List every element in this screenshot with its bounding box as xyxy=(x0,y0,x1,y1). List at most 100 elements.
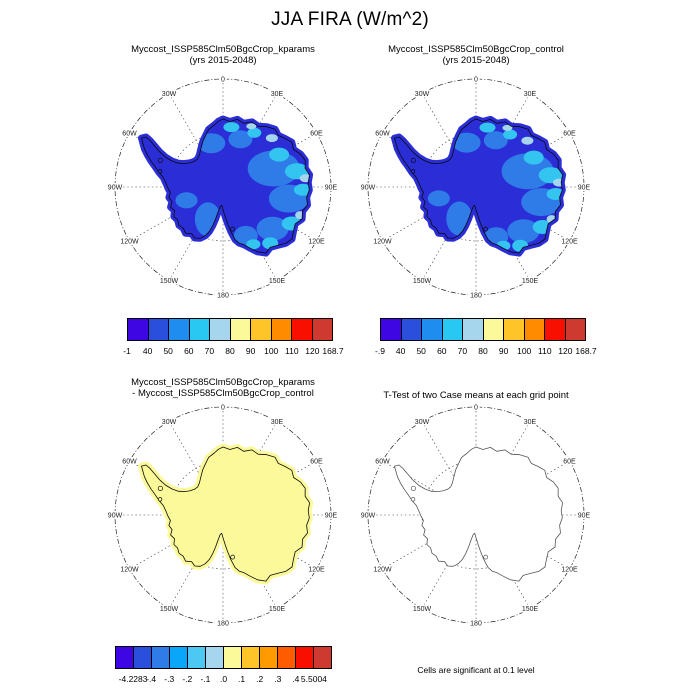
colorbar-tick-label: 168.7 xyxy=(322,346,344,356)
compass-label-bg xyxy=(106,511,124,519)
coastline xyxy=(394,446,563,582)
colorbar-tick-label: -.3 xyxy=(164,674,175,684)
compass-label-bg xyxy=(575,511,593,519)
panel-title-diff: Myccost_ISSP585Clm50BgcCrop_kparams - My… xyxy=(63,377,383,399)
compass-label-bg xyxy=(219,75,227,83)
field-patch xyxy=(452,132,481,153)
compass-label: 180 xyxy=(217,292,229,299)
compass-label-bg xyxy=(561,457,578,465)
island xyxy=(157,497,163,502)
colorbar-box xyxy=(545,319,566,340)
compass-label-bg xyxy=(266,276,288,285)
compass-label: 90W xyxy=(361,512,376,519)
colorbar-tick-label: 60 xyxy=(437,346,447,356)
map-diff: 0 30E 60E 90E 120E 150E 180 150W 120W 90W 60W 30W xyxy=(106,403,340,627)
field-patch xyxy=(223,122,240,133)
colorbar-tick-label: .1 xyxy=(238,674,246,684)
field-patch xyxy=(293,183,310,196)
compass-label-bg xyxy=(561,129,578,137)
compass-label-bg xyxy=(521,89,539,98)
island xyxy=(410,169,416,174)
field-patch xyxy=(521,136,534,145)
field-patch xyxy=(483,131,508,150)
field-patch xyxy=(175,192,198,209)
compass-label-bg xyxy=(308,129,325,137)
map-control: 0 30E 60E 90E 120E 150E 180 150W 120W 90W 60W 30W xyxy=(359,75,593,299)
compass-label: 180 xyxy=(470,620,482,627)
compass-label: 60E xyxy=(563,458,576,465)
panel-title-diff-line1: Myccost_ISSP585Clm50BgcCrop_kparams xyxy=(131,377,315,388)
compass-label: 150E xyxy=(269,606,286,613)
compass-label-bg xyxy=(306,565,327,573)
colorbar-boxes xyxy=(380,318,586,341)
compass-label-bg xyxy=(268,89,286,98)
compass-label: 120W xyxy=(120,238,139,245)
compass-label-bg xyxy=(559,565,580,573)
panel-title-diff-line2: - Myccost_ISSP585Clm50BgcCrop_control xyxy=(132,388,314,399)
colorbar-tick-label: .4 xyxy=(292,674,300,684)
colorbar-box xyxy=(188,647,206,668)
colorbar-tick-label: .2 xyxy=(256,674,264,684)
compass-label-bg xyxy=(467,291,485,299)
island xyxy=(483,554,489,560)
colorbar-box xyxy=(148,319,169,340)
compass-label-bg xyxy=(411,276,433,285)
coastline xyxy=(394,118,563,254)
compass-label-bg xyxy=(306,237,327,245)
field-patch xyxy=(479,122,496,133)
colorbar-box xyxy=(381,319,402,340)
compass-label-bg xyxy=(214,619,232,627)
compass-label-bg xyxy=(268,417,286,426)
compass-label: 150W xyxy=(160,278,179,285)
colorbar-tick-label: 100 xyxy=(517,346,532,356)
compass-label: 150W xyxy=(413,606,432,613)
compass-label: 150W xyxy=(160,606,179,613)
compass-label-bg xyxy=(219,403,227,411)
colorbar-tick-label: 80 xyxy=(478,346,488,356)
colorbar-box xyxy=(442,319,463,340)
colorbar-tick-label: -1 xyxy=(123,346,131,356)
colorbar-labels: -4.2283 -.4 -.3 -.2 -.1 .0 .1 .2 .3 .4 5.5004 xyxy=(115,674,332,685)
field-patch xyxy=(269,147,290,162)
compass-label-bg xyxy=(121,129,138,137)
compass-label: 150W xyxy=(413,278,432,285)
colorbar-box xyxy=(463,319,484,340)
compass-label: 120E xyxy=(308,566,325,573)
colorbar-box xyxy=(422,319,443,340)
field-patch xyxy=(507,219,540,244)
colorbar-box xyxy=(116,647,134,668)
compass-label: 180 xyxy=(217,620,229,627)
field-patch xyxy=(427,190,450,207)
colorbar-box xyxy=(206,647,224,668)
colorbar-box xyxy=(565,319,585,340)
compass-label-bg xyxy=(158,276,180,285)
colorbar-tick-label: .3 xyxy=(274,674,282,684)
compass-label: 30W xyxy=(162,419,177,426)
colorbar-box xyxy=(242,647,260,668)
compass-label: 30E xyxy=(271,419,284,426)
colorbar-labels: -.9 40 50 60 70 80 90 100 110 120 168.7 xyxy=(375,346,597,357)
colorbar-labels: -1 40 50 60 70 80 90 100 110 120 168.7 xyxy=(123,346,343,357)
island xyxy=(230,226,236,232)
colorbar-box xyxy=(312,319,332,340)
compass-label: 30E xyxy=(524,91,537,98)
field-patch xyxy=(246,239,261,250)
compass-label: 90E xyxy=(578,512,591,519)
colorbar-tick-label: 50 xyxy=(416,346,426,356)
colorbar-box xyxy=(271,319,292,340)
compass-label: 90E xyxy=(325,184,338,191)
panel-title-kparams-line1: Myccost_ISSP585Clm50BgcCrop_kparams xyxy=(131,44,315,55)
coastline xyxy=(141,446,310,582)
compass-label: 120W xyxy=(120,566,139,573)
map-kparams: 0 30E 60E 90E 120E 150E 180 150W 120W 90W 60W 30W xyxy=(106,75,340,299)
compass-label: 60W xyxy=(122,130,137,137)
compass-label-bg xyxy=(413,89,431,98)
compass-label-bg xyxy=(519,276,541,285)
colorbar-box xyxy=(152,647,170,668)
field-patch xyxy=(246,123,257,130)
panel-title-ttest-line1: T-Test of two Case means at each grid po… xyxy=(383,390,569,401)
island xyxy=(157,169,163,174)
compass-label-bg xyxy=(467,619,485,627)
colorbar-box xyxy=(224,647,242,668)
compass-label: 120E xyxy=(561,566,578,573)
